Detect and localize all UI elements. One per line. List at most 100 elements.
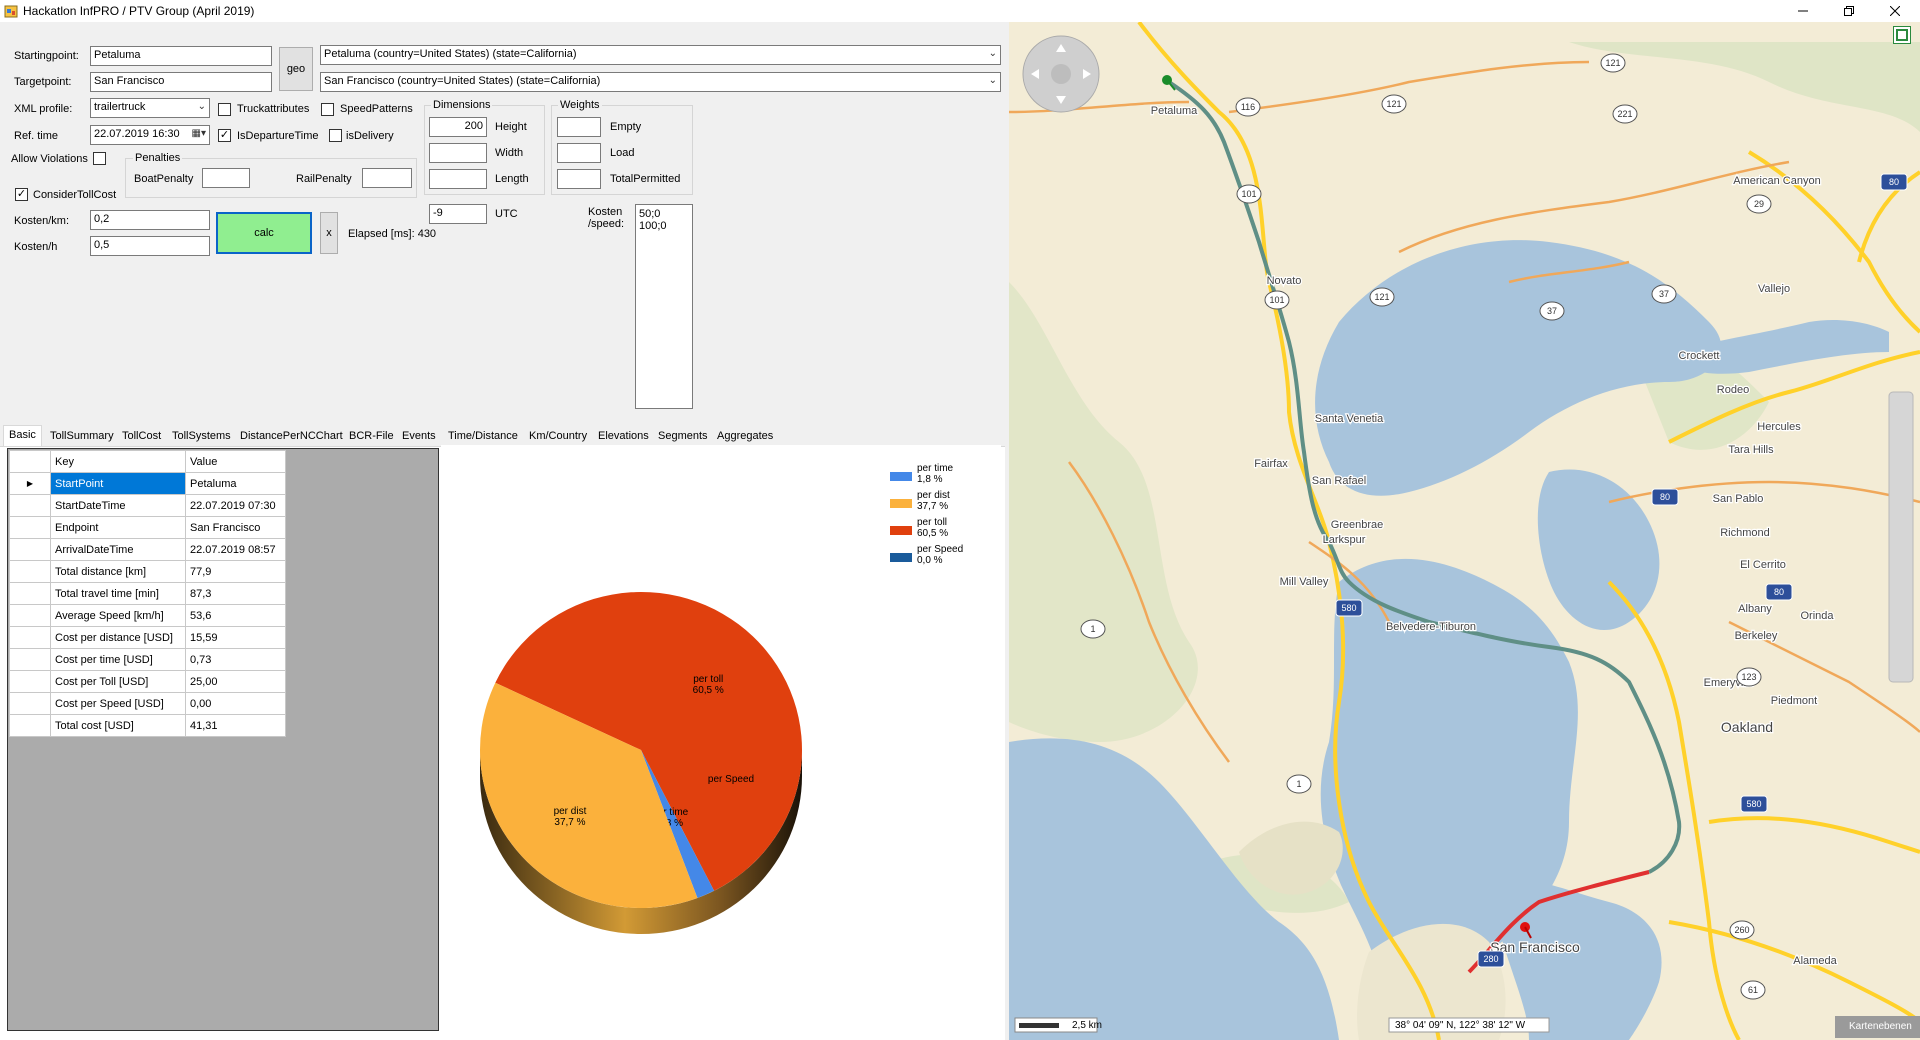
- table-row[interactable]: Total distance [km] 77,9: [9, 560, 286, 583]
- grid-cell-value[interactable]: 87,3: [185, 582, 286, 605]
- table-row[interactable]: StartDateTime 22.07.2019 07:30: [9, 494, 286, 517]
- table-row[interactable]: Cost per time [USD] 0,73: [9, 648, 286, 671]
- total-permitted-input[interactable]: [557, 169, 601, 189]
- grid-cell-value[interactable]: 25,00: [185, 670, 286, 693]
- tab-aggregates[interactable]: Aggregates: [717, 430, 774, 442]
- table-row[interactable]: Cost per Toll [USD] 25,00: [9, 670, 286, 693]
- grid-cell-key[interactable]: Cost per Toll [USD]: [50, 670, 186, 693]
- start-geocode-select[interactable]: Petaluma (country=United States) (state=…: [320, 45, 1001, 65]
- height-input[interactable]: 200: [429, 117, 487, 137]
- grid-cell-value[interactable]: 0,73: [185, 648, 286, 671]
- row-header[interactable]: [9, 714, 51, 737]
- grid-cell-key[interactable]: ArrivalDateTime: [50, 538, 186, 561]
- xml-profile-select[interactable]: trailertruck ⌄: [90, 98, 210, 118]
- grid-cell-value[interactable]: 53,6: [185, 604, 286, 627]
- result-grid[interactable]: Key Value ▶ StartPoint Petaluma StartDateTi…: [7, 448, 439, 1031]
- map-layers-button[interactable]: Kartenebenen: [1849, 1021, 1912, 1032]
- clear-button[interactable]: x: [320, 212, 338, 254]
- calendar-icon: ▦▾: [191, 128, 206, 139]
- is-delivery-checkbox[interactable]: [329, 129, 342, 142]
- grid-cell-key[interactable]: StartDateTime: [50, 494, 186, 517]
- speedpatterns-checkbox[interactable]: [321, 103, 334, 116]
- map-view[interactable]: Petaluma Novato Santa Venetia Fairfax San Ra…: [1009, 22, 1920, 1040]
- geo-button[interactable]: geo: [279, 47, 313, 91]
- tab-distancepernc-chart[interactable]: DistancePerNCChart: [240, 430, 343, 442]
- consider-toll-checkbox[interactable]: ✓: [15, 188, 28, 201]
- grid-cell-value[interactable]: 0,00: [185, 692, 286, 715]
- empty-weight-input[interactable]: [557, 117, 601, 137]
- row-header[interactable]: [9, 604, 51, 627]
- grid-cell-value[interactable]: San Francisco: [185, 516, 286, 539]
- starting-point-input[interactable]: Petaluma: [90, 46, 272, 66]
- table-row[interactable]: Total travel time [min] 87,3: [9, 582, 286, 605]
- row-header[interactable]: [9, 582, 51, 605]
- table-row[interactable]: ▶ StartPoint Petaluma: [9, 472, 286, 495]
- utc-offset-input[interactable]: -9: [429, 204, 487, 224]
- kosten-h-input[interactable]: 0,5: [90, 236, 210, 256]
- grid-cell-value[interactable]: 22.07.2019 08:57: [185, 538, 286, 561]
- grid-cell-key[interactable]: StartPoint: [50, 472, 186, 495]
- tab-basic[interactable]: Basic: [3, 425, 42, 447]
- grid-cell-value[interactable]: 15,59: [185, 626, 286, 649]
- grid-cell-key[interactable]: Cost per Speed [USD]: [50, 692, 186, 715]
- row-header[interactable]: [9, 648, 51, 671]
- close-button[interactable]: [1872, 0, 1918, 22]
- route-shield-label: 280: [1483, 954, 1498, 964]
- is-departure-checkbox[interactable]: ✓: [218, 129, 231, 142]
- row-header[interactable]: [9, 516, 51, 539]
- kosten-speed-textarea[interactable]: 50;0 100;0: [635, 204, 693, 409]
- map-layers-toggle[interactable]: [1893, 26, 1911, 44]
- grid-cell-value[interactable]: 22.07.2019 07:30: [185, 494, 286, 517]
- tab-tollsummary[interactable]: TollSummary: [50, 430, 114, 442]
- table-row[interactable]: Cost per distance [USD] 15,59: [9, 626, 286, 649]
- restore-button[interactable]: [1826, 0, 1872, 22]
- table-row[interactable]: Average Speed [km/h] 53,6: [9, 604, 286, 627]
- tab-elevations[interactable]: Elevations: [598, 430, 649, 442]
- grid-cell-key[interactable]: Total travel time [min]: [50, 582, 186, 605]
- tab-tollcost[interactable]: TollCost: [122, 430, 162, 442]
- table-row[interactable]: ArrivalDateTime 22.07.2019 08:57: [9, 538, 286, 561]
- row-header[interactable]: [9, 670, 51, 693]
- tab-tollsystems[interactable]: TollSystems: [172, 430, 231, 442]
- grid-cell-key[interactable]: Endpoint: [50, 516, 186, 539]
- row-header[interactable]: [9, 560, 51, 583]
- tab-time-distance[interactable]: Time/Distance: [448, 430, 518, 442]
- row-header[interactable]: [9, 494, 51, 517]
- ref-time-picker[interactable]: 22.07.2019 16:30 ▦▾: [90, 125, 210, 145]
- tab-segments[interactable]: Segments: [658, 430, 708, 442]
- tab-events[interactable]: Events: [402, 430, 436, 442]
- row-header[interactable]: [9, 538, 51, 561]
- row-header[interactable]: ▶: [9, 472, 51, 495]
- grid-cell-value[interactable]: 41,31: [185, 714, 286, 737]
- minimize-button[interactable]: [1780, 0, 1826, 22]
- target-point-input[interactable]: San Francisco: [90, 72, 272, 92]
- grid-cell-value[interactable]: 77,9: [185, 560, 286, 583]
- route-shield: 280: [1477, 950, 1505, 968]
- grid-cell-key[interactable]: Cost per distance [USD]: [50, 626, 186, 649]
- grid-cell-key[interactable]: Cost per time [USD]: [50, 648, 186, 671]
- rail-penalty-input[interactable]: [362, 168, 412, 188]
- allow-violations-checkbox[interactable]: [93, 152, 106, 165]
- column-header-key[interactable]: Key: [50, 450, 186, 473]
- width-input[interactable]: [429, 143, 487, 163]
- column-header-value[interactable]: Value: [185, 450, 286, 473]
- grid-cell-value[interactable]: Petaluma: [185, 472, 286, 495]
- pie-slice: [641, 750, 715, 898]
- grid-cell-key[interactable]: Total distance [km]: [50, 560, 186, 583]
- kosten-km-input[interactable]: 0,2: [90, 210, 210, 230]
- boat-penalty-input[interactable]: [202, 168, 250, 188]
- grid-cell-key[interactable]: Average Speed [km/h]: [50, 604, 186, 627]
- tab-km-country[interactable]: Km/Country: [529, 430, 588, 442]
- tab-bcr-file[interactable]: BCR-File: [349, 430, 394, 442]
- row-header[interactable]: [9, 692, 51, 715]
- target-geocode-select[interactable]: San Francisco (country=United States) (s…: [320, 72, 1001, 92]
- grid-cell-key[interactable]: Total cost [USD]: [50, 714, 186, 737]
- length-input[interactable]: [429, 169, 487, 189]
- row-header[interactable]: [9, 626, 51, 649]
- table-row[interactable]: Total cost [USD] 41,31: [9, 714, 286, 737]
- table-row[interactable]: Cost per Speed [USD] 0,00: [9, 692, 286, 715]
- table-row[interactable]: Endpoint San Francisco: [9, 516, 286, 539]
- load-weight-input[interactable]: [557, 143, 601, 163]
- truckattributes-checkbox[interactable]: [218, 103, 231, 116]
- calc-button[interactable]: calc: [216, 212, 312, 254]
